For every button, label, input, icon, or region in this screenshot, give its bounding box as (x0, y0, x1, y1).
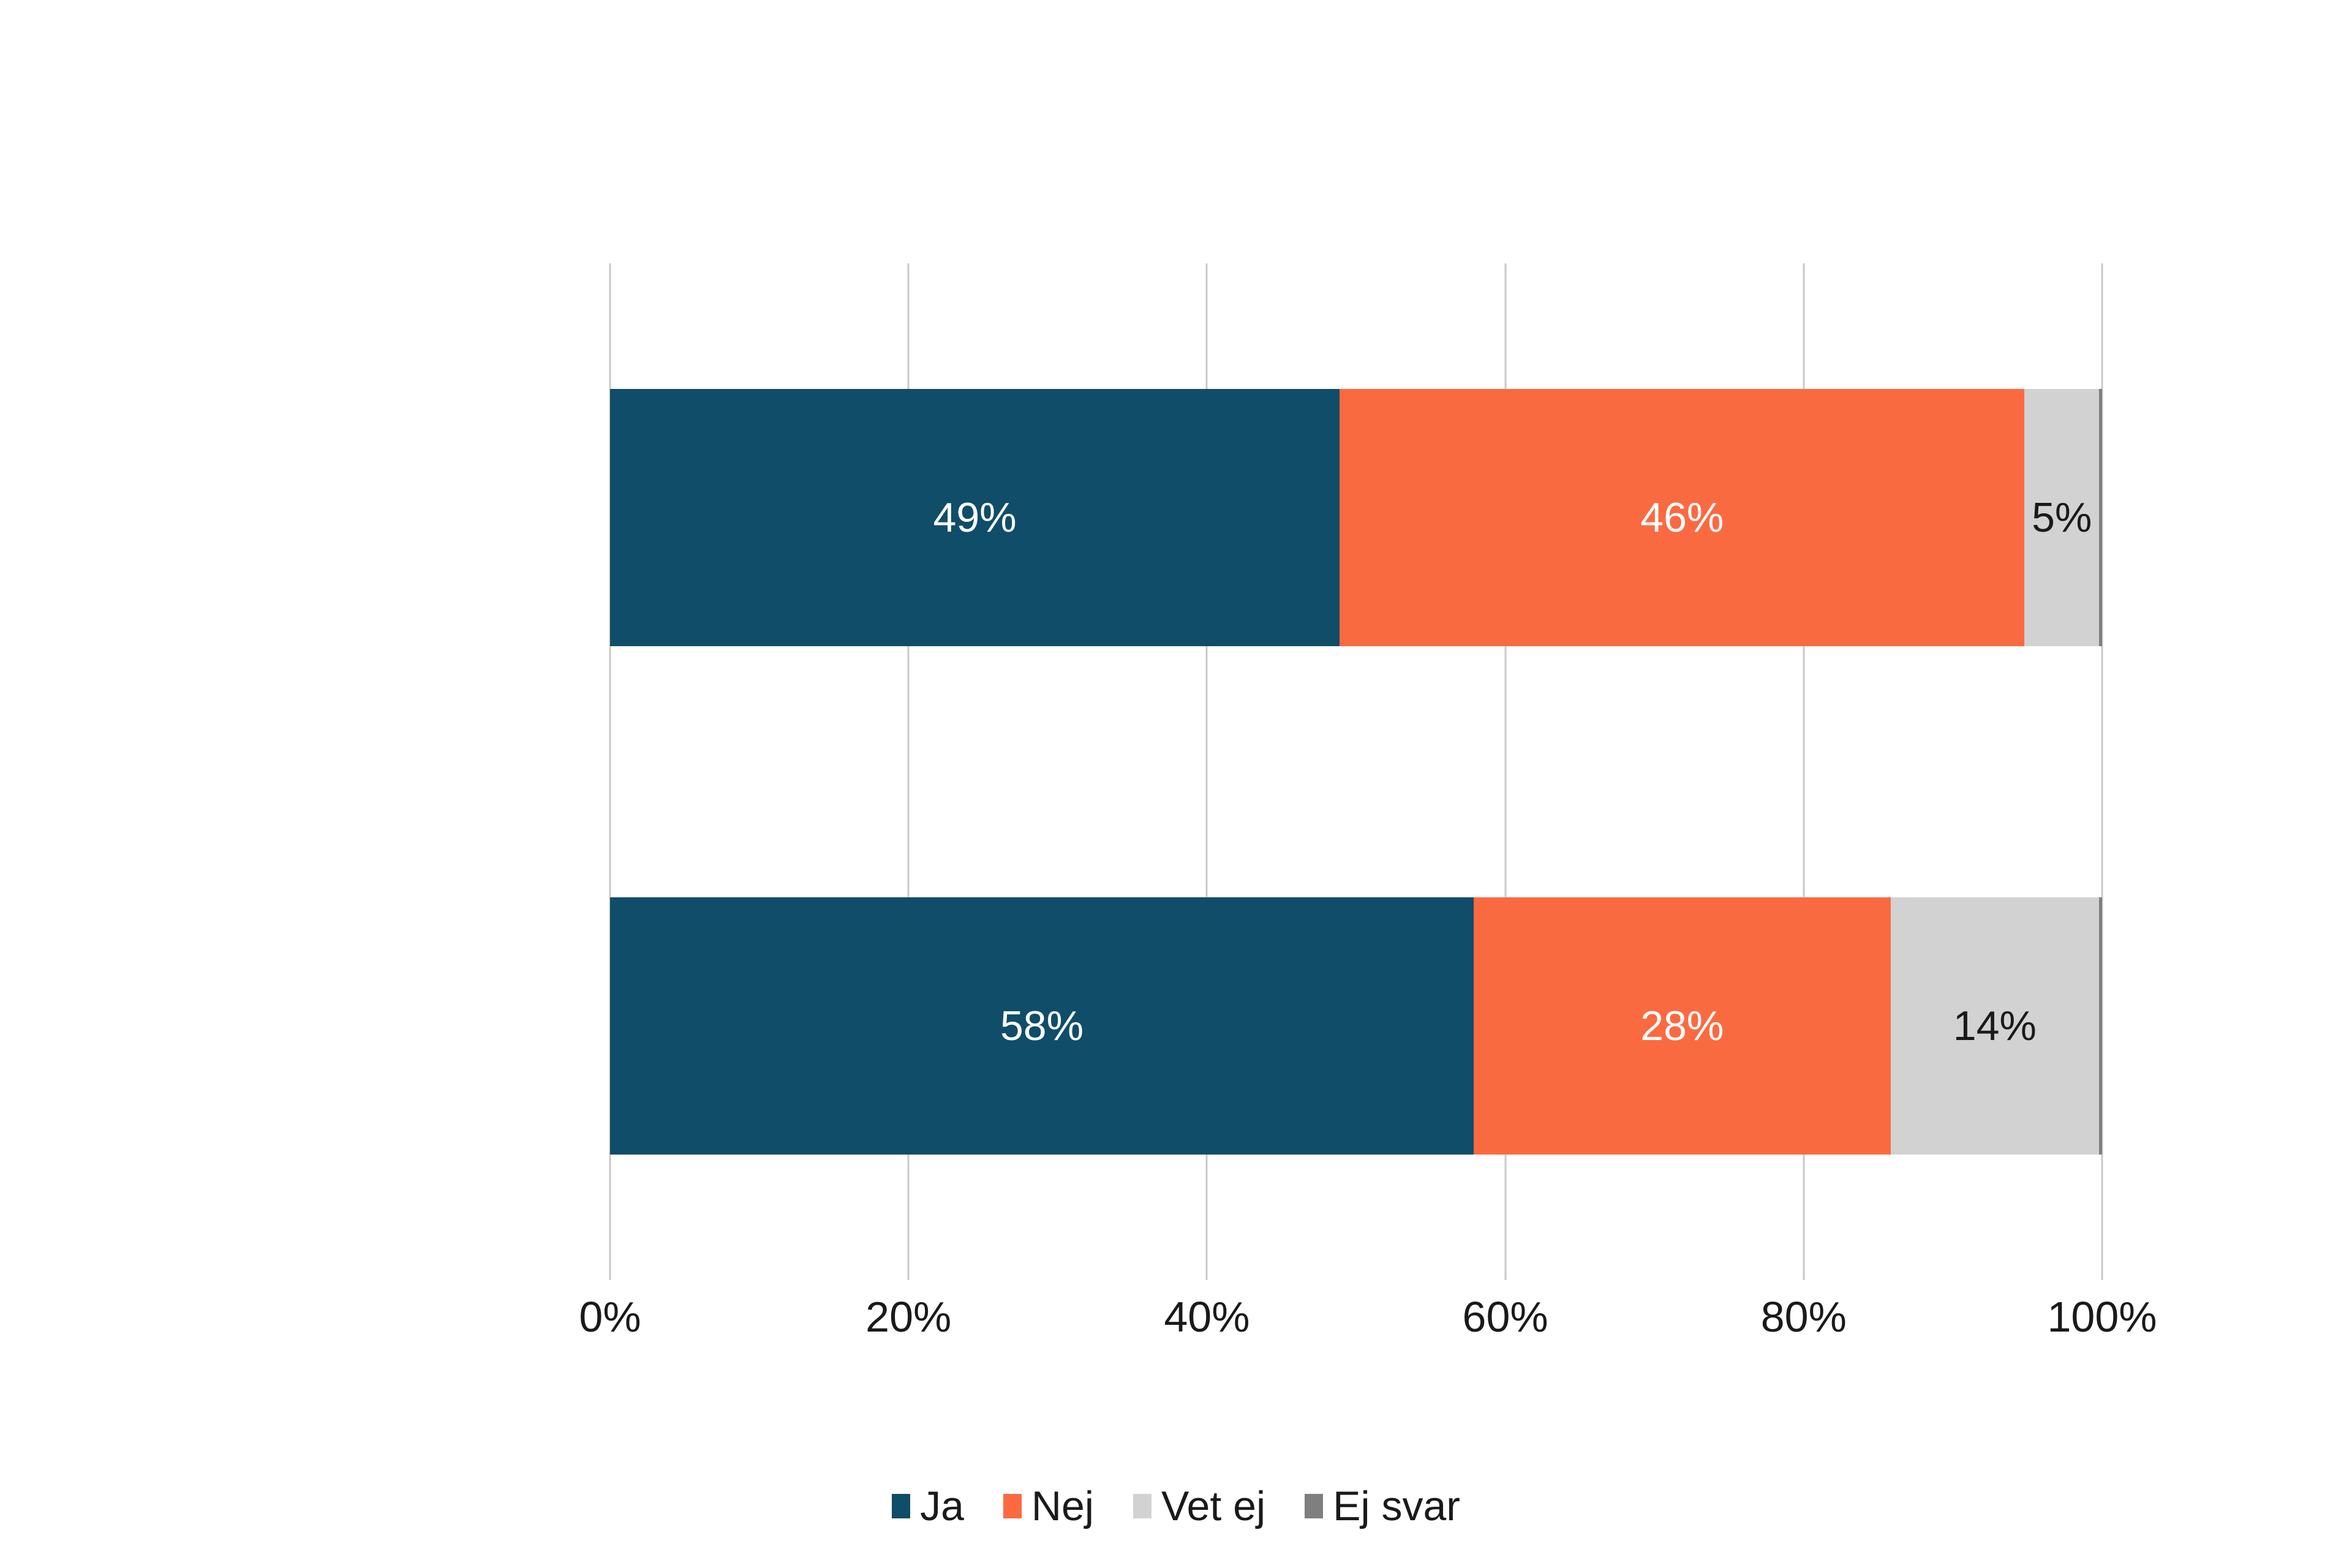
plot-area: 49% 46% 5% 58% 28% 14% (609, 263, 2103, 1280)
legend-marker-ej-svar (1305, 1494, 1324, 1518)
bar-row-1: 49% 46% 5% (610, 389, 2102, 646)
bar-value-label: 5% (2032, 494, 2092, 541)
legend-marker-ja (892, 1494, 911, 1518)
gridline-20 (907, 263, 910, 1280)
legend-label-vet-ej: Vet ej (1161, 1483, 1266, 1529)
legend-item-ej-svar: Ej svar (1305, 1485, 1460, 1527)
gridline-0 (609, 263, 611, 1280)
legend-item-ja: Ja (892, 1485, 964, 1527)
legend-item-nej: Nej (1003, 1485, 1094, 1527)
bar-value-label: 58% (1000, 1003, 1084, 1049)
bar-value-label: 28% (1640, 1003, 1724, 1049)
x-axis: 0% 20% 40% 60% 80% 100% (579, 1293, 2157, 1344)
bar-segment-nej-row1: 46% (1340, 389, 2025, 646)
x-tick-label-60: 60% (1462, 1293, 1548, 1341)
x-tick-label-100: 100% (2047, 1293, 2157, 1341)
bar-value-label: 46% (1640, 494, 1724, 541)
legend: Ja Nej Vet ej Ej svar (0, 1485, 2352, 1527)
bar-value-label: 49% (933, 494, 1017, 541)
gridline-100 (2101, 263, 2103, 1280)
legend-item-vet-ej: Vet ej (1133, 1485, 1265, 1527)
legend-label-nej: Nej (1031, 1483, 1094, 1529)
bar-segment-ej-svar-row2 (2099, 897, 2102, 1155)
legend-marker-vet-ej (1133, 1494, 1152, 1518)
bar-segment-ej-svar-row1 (2099, 389, 2102, 646)
legend-label-ej-svar: Ej svar (1333, 1483, 1460, 1529)
bar-value-label: 14% (1953, 1003, 2037, 1049)
legend-label-ja: Ja (920, 1483, 964, 1529)
gridline-40 (1205, 263, 1208, 1280)
x-tick-label-20: 20% (865, 1293, 952, 1341)
gridline-60 (1504, 263, 1507, 1280)
bar-segment-nej-row2: 28% (1473, 897, 1891, 1155)
x-tick-label-0: 0% (579, 1293, 641, 1341)
bar-row-2: 58% 28% 14% (610, 897, 2102, 1155)
bar-segment-vet-ej-row2: 14% (1890, 897, 2099, 1155)
bar-segment-ja-row2: 58% (610, 897, 1474, 1155)
x-tick-label-40: 40% (1164, 1293, 1250, 1341)
x-tick-label-80: 80% (1760, 1293, 1847, 1341)
bar-segment-ja-row1: 49% (610, 389, 1340, 646)
gridline-80 (1803, 263, 1805, 1280)
legend-marker-nej (1003, 1494, 1022, 1518)
bar-segment-vet-ej-row1: 5% (2024, 389, 2099, 646)
